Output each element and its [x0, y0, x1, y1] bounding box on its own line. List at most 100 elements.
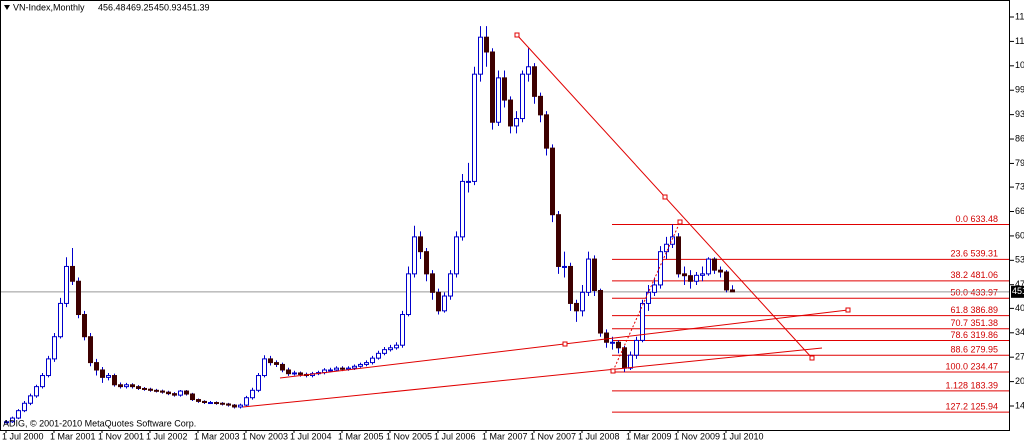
candle-body — [148, 388, 153, 391]
y-tick-label: 536.60 — [1015, 255, 1024, 265]
y-tick-label: 798.60 — [1015, 158, 1024, 168]
candle-body — [430, 273, 435, 293]
candle-body — [640, 302, 645, 341]
candle-body — [328, 369, 333, 372]
header-value: 469.25 — [126, 2, 154, 12]
candle-body — [382, 349, 387, 354]
candle-body — [460, 180, 465, 238]
chart-title: VN-Index,Monthly — [13, 2, 85, 12]
y-tick-label: 340.60 — [1015, 327, 1024, 337]
candle-body — [412, 236, 417, 275]
fibo-level-value: 319.86 — [970, 330, 998, 340]
y-tick-label: 142.60 — [1015, 400, 1024, 410]
candle-body — [610, 341, 615, 344]
x-tick-label: 1 Mar 2005 — [338, 431, 384, 441]
x-tick-label: 1 Mar 2009 — [626, 431, 672, 441]
x-tick-label: 1 Nov 2009 — [674, 431, 720, 441]
fibo-level-name: 61.8 — [950, 305, 968, 315]
candle-body — [454, 236, 459, 275]
candle-body — [64, 265, 69, 304]
candle-body — [40, 375, 45, 388]
candle-body — [88, 336, 93, 364]
candle-body — [664, 243, 669, 253]
candle-body — [682, 273, 687, 277]
candle-body — [166, 391, 171, 395]
x-tick-label: 1 Nov 2003 — [242, 431, 288, 441]
candle-body — [724, 271, 729, 291]
candle-body — [490, 51, 495, 123]
candle-body — [10, 417, 15, 423]
candle-body — [466, 180, 471, 183]
y-tick-label: 602.60 — [1015, 230, 1024, 240]
candle-body — [22, 402, 27, 412]
x-tick-label: 1 Jul 2000 — [2, 431, 44, 441]
candle-body — [400, 314, 405, 346]
trend-line — [242, 347, 823, 408]
candle-body — [118, 384, 123, 388]
fibo-baseline — [612, 221, 681, 372]
candle-body — [112, 375, 117, 386]
candle-body — [658, 251, 663, 286]
candle-body — [670, 236, 675, 245]
candle-body — [220, 402, 225, 405]
header-value: 456.48 — [98, 2, 126, 12]
header-value: 451.39 — [182, 2, 210, 12]
candle-body — [286, 369, 291, 375]
x-tick-label: 1 Jul 2008 — [578, 431, 620, 441]
y-tick-label: 208.60 — [1015, 376, 1024, 386]
anchor — [809, 355, 815, 361]
candle-body — [178, 390, 183, 396]
fibo-level-value: 351.38 — [970, 318, 998, 328]
x-tick-label: 1 Jul 2002 — [146, 431, 188, 441]
x-tick-label: 1 Nov 2001 — [98, 431, 144, 441]
candle-body — [622, 347, 627, 369]
candle-body — [4, 421, 9, 424]
candle-body — [214, 402, 219, 405]
anchor — [514, 32, 520, 38]
anchor — [677, 219, 683, 225]
y-tick-label: 930.60 — [1015, 109, 1024, 119]
candle-body — [58, 302, 63, 338]
y-tick-label: 1194.66 — [1015, 11, 1024, 21]
candle-body — [574, 302, 579, 312]
candle-body — [604, 332, 609, 343]
candle-body — [226, 403, 231, 406]
candle-body — [598, 289, 603, 334]
candle-body — [472, 73, 477, 182]
candle-body — [238, 404, 243, 408]
fibo-level-name: 127.2 — [945, 402, 968, 412]
fibo-level-name: 38.2 — [950, 270, 968, 280]
candle-body — [376, 352, 381, 359]
candle-body — [508, 99, 513, 127]
candle-body — [94, 362, 99, 371]
candle-body — [628, 354, 633, 369]
candle-body — [652, 284, 657, 293]
fibo-level-name: 78.6 — [950, 330, 968, 340]
candle-body — [82, 314, 87, 338]
x-tick-label: 1 Nov 2005 — [386, 431, 432, 441]
candle-body — [418, 236, 423, 253]
fibo-level-name: 100.0 — [945, 361, 968, 371]
x-tick-label: 1 Mar 2003 — [194, 431, 240, 441]
candle-body — [370, 357, 375, 364]
candle-body — [496, 77, 501, 123]
candle-body — [562, 265, 567, 268]
fibo-level-name: 50.0 — [950, 288, 968, 298]
y-tick-label: 1062.60 — [1015, 60, 1024, 70]
price-label: 451.39 — [1012, 286, 1024, 296]
y-tick-label: 470.60 — [1015, 279, 1024, 289]
candle-body — [142, 387, 147, 390]
candle-body — [520, 73, 525, 120]
fibo-level-value: 539.31 — [970, 249, 998, 259]
candle-body — [154, 389, 159, 392]
candle-body — [688, 275, 693, 282]
candle-body — [34, 386, 39, 397]
candle-body — [184, 390, 189, 395]
fibo-level-value: 481.06 — [970, 270, 998, 280]
fibo-level-value: 433.97 — [970, 288, 998, 298]
candle-body — [130, 384, 135, 388]
candle-body — [568, 265, 573, 304]
fibo-level-name: 70.7 — [950, 318, 968, 328]
candle-body — [52, 336, 57, 360]
candle-body — [634, 339, 639, 356]
